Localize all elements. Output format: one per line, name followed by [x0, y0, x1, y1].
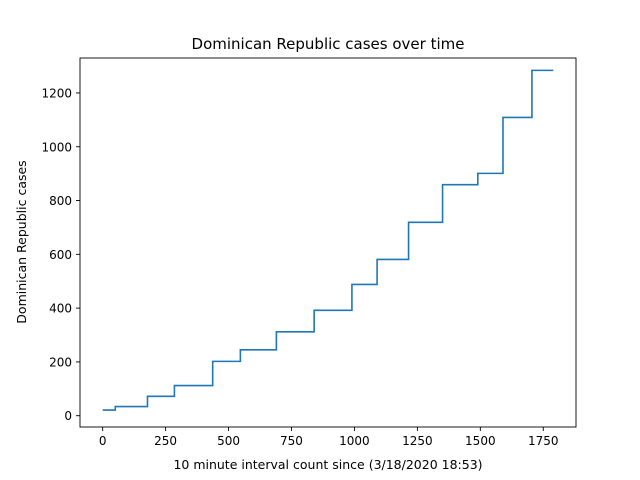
chart-title: Dominican Republic cases over time — [192, 35, 465, 53]
x-tick-label-6: 1500 — [465, 434, 496, 448]
axes-frame — [79, 57, 577, 428]
y-axis-label: Dominican Republic cases — [14, 160, 29, 323]
y-tick-label-5: 1000 — [41, 140, 72, 154]
y-tick-label-4: 800 — [49, 194, 72, 208]
plot-area: 0 250 500 750 1000 1250 1500 1750 0 200 400 600 800 1… — [41, 57, 577, 448]
y-tick-label-2: 400 — [49, 302, 72, 316]
y-tick-label-1: 200 — [49, 355, 72, 369]
x-axis-label: 10 minute interval count since (3/18/202… — [173, 457, 482, 472]
x-tick-label-7: 1750 — [528, 434, 559, 448]
x-tick-label-3: 750 — [280, 434, 303, 448]
x-tick-label-5: 1250 — [402, 434, 433, 448]
x-tick-label-2: 500 — [217, 434, 240, 448]
y-tick-label-6: 1200 — [41, 86, 72, 100]
x-tick-label-4: 1000 — [339, 434, 370, 448]
series-line-0 — [102, 69, 554, 411]
y-tick-label-0: 0 — [64, 409, 72, 423]
x-tick-label-0: 0 — [99, 434, 107, 448]
y-tick-label-3: 600 — [49, 248, 72, 262]
x-tick-label-1: 250 — [154, 434, 177, 448]
